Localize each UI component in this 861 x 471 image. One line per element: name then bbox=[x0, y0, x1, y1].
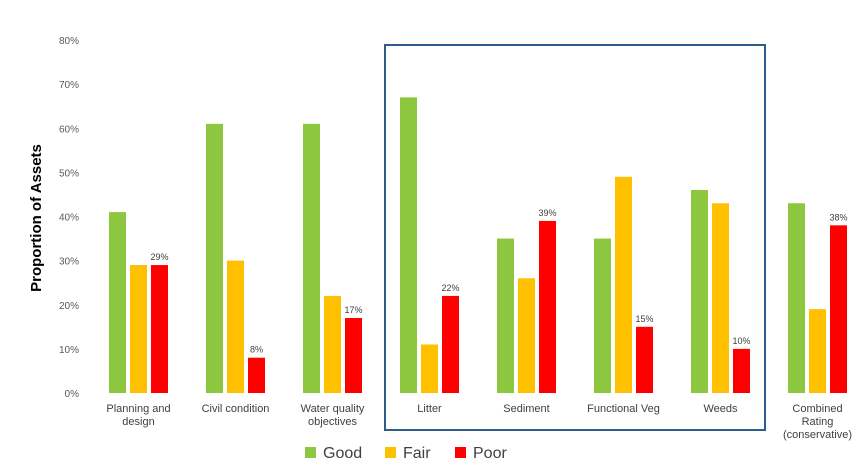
y-tick-label: 0% bbox=[65, 389, 80, 400]
bar-fair bbox=[809, 309, 826, 393]
category-label-line: Functional Veg bbox=[587, 403, 660, 415]
category-label: Sediment bbox=[503, 403, 549, 415]
bar-fair bbox=[324, 295, 341, 393]
data-label: 39% bbox=[538, 208, 556, 218]
category-label-line: Weeds bbox=[703, 403, 738, 415]
bar-fair bbox=[130, 265, 147, 393]
bar-good bbox=[497, 238, 514, 393]
y-axis-title-group: Proportion of Assets bbox=[28, 144, 45, 292]
data-label: 17% bbox=[344, 305, 362, 315]
y-tick-label: 30% bbox=[59, 257, 79, 268]
category-label-line: Planning and bbox=[106, 403, 170, 415]
category-label-line: Civil condition bbox=[202, 403, 270, 415]
data-label: 15% bbox=[635, 314, 653, 324]
legend-label-fair: Fair bbox=[403, 445, 431, 462]
bar-good bbox=[400, 97, 417, 394]
category-label-line: Combined bbox=[792, 403, 842, 415]
y-tick-label: 80% bbox=[59, 36, 79, 47]
y-tick-label: 70% bbox=[59, 80, 79, 91]
legend-swatch-good bbox=[305, 447, 316, 458]
category-label: Litter bbox=[417, 403, 442, 415]
legend-label-poor: Poor bbox=[473, 445, 507, 462]
bar-poor bbox=[733, 348, 750, 393]
highlight-box-group bbox=[384, 44, 766, 431]
category-label-line: Sediment bbox=[503, 403, 549, 415]
legend-swatch-poor bbox=[455, 447, 466, 458]
y-tick-label: 40% bbox=[59, 213, 79, 224]
data-label: 29% bbox=[150, 252, 168, 262]
bar-poor bbox=[539, 220, 556, 393]
y-tick-label: 60% bbox=[59, 124, 79, 135]
category-label: Functional Veg bbox=[587, 403, 660, 415]
bar-poor bbox=[636, 326, 653, 393]
category-label: Civil condition bbox=[202, 403, 270, 415]
data-labels: 29% 8% 17% 22% 39% 15% 10% 38% bbox=[150, 208, 847, 355]
category-label-line: Water quality bbox=[301, 403, 365, 415]
bar-good bbox=[109, 212, 126, 393]
y-axis-ticks: 0% 10% 20% 30% 40% 50% 60% 70% 80% bbox=[59, 36, 79, 400]
category-label-line: design bbox=[122, 416, 154, 428]
category-label-line: Litter bbox=[417, 403, 442, 415]
bar-poor bbox=[248, 357, 265, 393]
y-tick-label: 50% bbox=[59, 168, 79, 179]
category-label: Water quality objectives bbox=[301, 403, 365, 428]
category-label-line: objectives bbox=[308, 416, 357, 428]
category-label: Combined Rating (conservative) bbox=[783, 403, 852, 441]
bar-good bbox=[788, 203, 805, 393]
bar-good bbox=[594, 238, 611, 393]
data-label: 22% bbox=[441, 283, 459, 293]
bar-good bbox=[303, 123, 320, 394]
bars bbox=[109, 97, 847, 394]
category-label-line: (conservative) bbox=[783, 429, 852, 441]
bar-fair bbox=[518, 278, 535, 393]
highlight-box bbox=[384, 44, 766, 431]
bar-good bbox=[691, 190, 708, 393]
legend: Good Fair Poor bbox=[305, 445, 507, 462]
bar-poor bbox=[345, 317, 362, 393]
bar-poor bbox=[830, 225, 847, 393]
bar-poor bbox=[442, 295, 459, 393]
category-label: Planning and design bbox=[106, 403, 170, 428]
data-label: 38% bbox=[829, 212, 847, 222]
category-labels: Planning and design Civil condition Water q… bbox=[106, 403, 852, 441]
bar-poor bbox=[151, 265, 168, 393]
bar-fair bbox=[421, 344, 438, 393]
data-label: 10% bbox=[732, 336, 750, 346]
category-label-line: Rating bbox=[802, 416, 834, 428]
bar-fair bbox=[615, 176, 632, 393]
y-tick-label: 10% bbox=[59, 345, 79, 356]
y-axis-title: Proportion of Assets bbox=[28, 144, 45, 292]
legend-label-good: Good bbox=[323, 445, 362, 462]
legend-swatch-fair bbox=[385, 447, 396, 458]
y-tick-label: 20% bbox=[59, 301, 79, 312]
bar-good bbox=[206, 123, 223, 394]
bar-fair bbox=[712, 203, 729, 393]
bar-fair bbox=[227, 260, 244, 393]
category-label: Weeds bbox=[703, 403, 738, 415]
data-label: 8% bbox=[250, 345, 263, 355]
